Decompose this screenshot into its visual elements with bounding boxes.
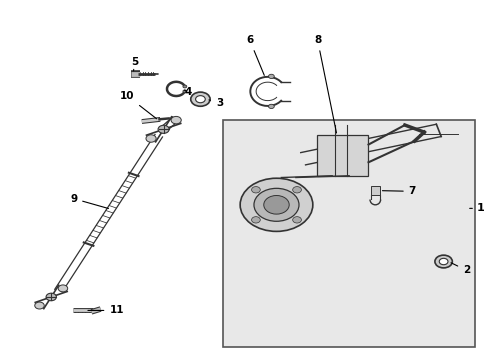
Circle shape <box>196 96 205 103</box>
Bar <box>371 186 380 195</box>
Circle shape <box>269 104 274 108</box>
Circle shape <box>158 125 169 133</box>
Circle shape <box>58 285 68 292</box>
Text: 3: 3 <box>209 98 223 108</box>
Text: 4: 4 <box>184 87 192 97</box>
Circle shape <box>146 135 156 142</box>
Circle shape <box>171 116 181 124</box>
Circle shape <box>46 293 56 301</box>
Circle shape <box>183 85 187 88</box>
Circle shape <box>435 255 452 268</box>
Circle shape <box>269 74 274 78</box>
Circle shape <box>293 186 301 193</box>
Circle shape <box>191 92 210 106</box>
Text: 8: 8 <box>314 35 337 133</box>
Text: 11: 11 <box>88 305 124 315</box>
Circle shape <box>439 258 448 265</box>
Circle shape <box>293 217 301 223</box>
Text: 1: 1 <box>477 203 484 213</box>
Circle shape <box>251 186 260 193</box>
Bar <box>223 120 475 347</box>
Text: 9: 9 <box>70 194 108 208</box>
Text: 2: 2 <box>451 263 470 275</box>
Circle shape <box>251 217 260 223</box>
Text: 6: 6 <box>246 35 264 75</box>
Circle shape <box>183 90 187 93</box>
Circle shape <box>240 178 313 231</box>
Circle shape <box>254 188 299 221</box>
Text: 10: 10 <box>120 91 157 119</box>
Text: 7: 7 <box>383 186 416 196</box>
Text: 5: 5 <box>131 57 138 71</box>
Bar <box>317 135 368 176</box>
Circle shape <box>35 302 44 309</box>
Circle shape <box>264 195 289 214</box>
